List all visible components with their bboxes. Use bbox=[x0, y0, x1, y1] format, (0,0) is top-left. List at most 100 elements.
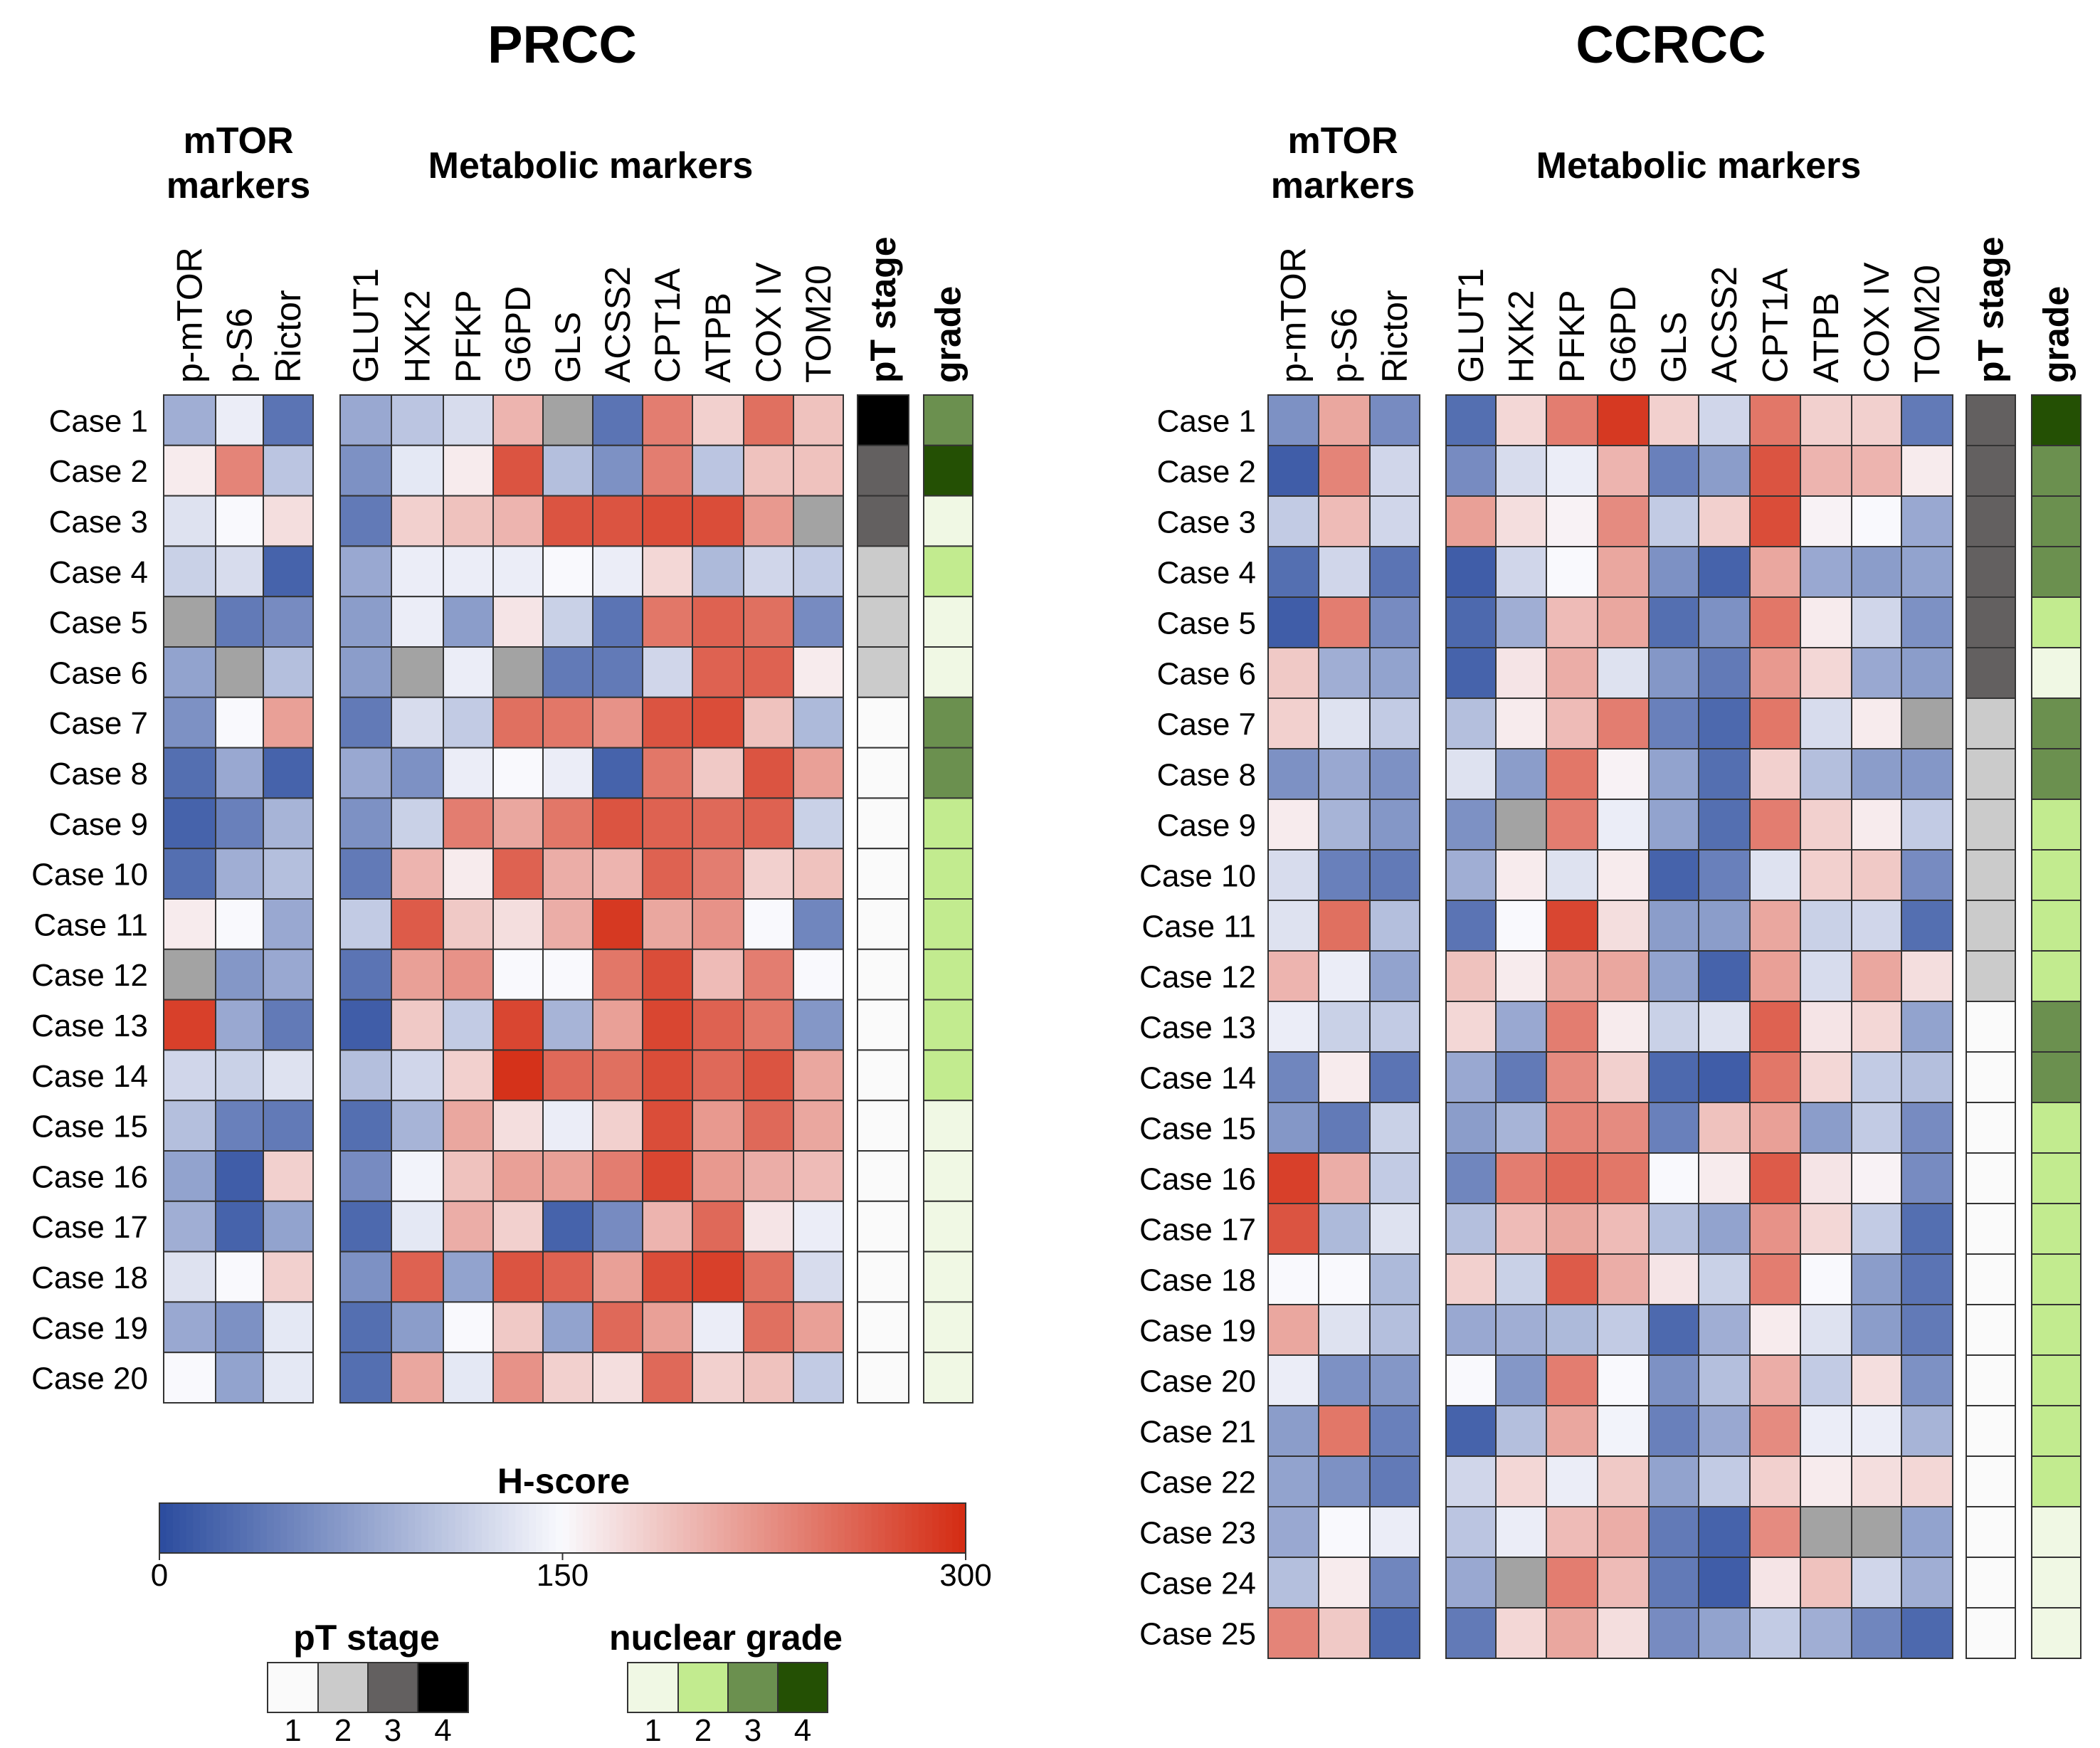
row-label: Case 20 bbox=[31, 1362, 148, 1396]
heatmap-cell bbox=[1495, 1253, 1547, 1305]
heatmap-cell bbox=[163, 747, 216, 799]
heatmap-cell bbox=[692, 696, 744, 749]
colorbar-segment bbox=[898, 1503, 906, 1553]
heatmap-cell bbox=[1495, 697, 1547, 749]
heatmap-cell bbox=[1851, 445, 1902, 497]
heatmap-cell bbox=[163, 1049, 216, 1102]
heatmap-cell bbox=[1851, 799, 1902, 851]
mtor-group-label-line1: mTOR bbox=[183, 120, 293, 162]
heatmap-cell bbox=[263, 797, 314, 850]
colorbar-segment bbox=[724, 1503, 732, 1553]
heatmap-cell bbox=[1901, 799, 1953, 851]
heatmap-cell bbox=[1495, 1152, 1547, 1204]
heatmap-cell bbox=[1495, 1051, 1547, 1103]
heatmap-cell bbox=[215, 1352, 264, 1404]
heatmap-cell bbox=[1495, 1607, 1547, 1659]
grade-cell bbox=[923, 696, 974, 749]
pt-stage-column-label: pT stage bbox=[1971, 236, 2011, 383]
row-label: Case 25 bbox=[1139, 1617, 1256, 1652]
pt-stage-cell bbox=[857, 898, 909, 950]
heatmap-cell bbox=[1445, 1405, 1497, 1457]
pt-stage-cell bbox=[1966, 1152, 2016, 1204]
heatmap-cell bbox=[1698, 1354, 1751, 1406]
heatmap-cell bbox=[1445, 1557, 1497, 1609]
heatmap-cell bbox=[215, 999, 264, 1051]
heatmap-cell bbox=[1597, 1203, 1650, 1255]
grade-cell bbox=[923, 1251, 974, 1303]
heatmap-cell bbox=[1597, 697, 1650, 749]
column-label: ATPB bbox=[1806, 293, 1846, 383]
heatmap-cell bbox=[692, 797, 744, 850]
pt-stage-legend-label: 4 bbox=[434, 1713, 451, 1748]
pt-stage-cell bbox=[1966, 394, 2016, 446]
heatmap-cell bbox=[1648, 1354, 1699, 1406]
pt-stage-cell bbox=[857, 1100, 909, 1152]
heatmap-cell bbox=[642, 898, 693, 950]
heatmap-cell bbox=[1597, 1455, 1650, 1507]
row-label: Case 17 bbox=[1139, 1213, 1256, 1248]
colorbar-segment bbox=[260, 1503, 268, 1553]
heatmap-cell bbox=[1495, 1354, 1547, 1406]
colorbar-segment bbox=[750, 1503, 759, 1553]
heatmap-cell bbox=[163, 1200, 216, 1253]
heatmap-cell bbox=[1800, 849, 1852, 901]
heatmap-cell bbox=[1648, 1001, 1699, 1053]
heatmap-cell bbox=[443, 1251, 494, 1303]
heatmap-cell bbox=[1267, 1607, 1319, 1659]
heatmap-cell bbox=[1445, 1506, 1497, 1558]
colorbar-segment bbox=[730, 1503, 738, 1553]
row-label: Case 16 bbox=[1139, 1162, 1256, 1197]
heatmap-cell bbox=[793, 797, 844, 850]
heatmap-cell bbox=[1901, 1304, 1953, 1356]
heatmap-cell bbox=[215, 948, 264, 1001]
heatmap-cell bbox=[1901, 950, 1953, 1002]
heatmap-cell bbox=[1267, 1253, 1319, 1305]
heatmap-cell bbox=[215, 1100, 264, 1152]
row-label: Case 3 bbox=[1157, 505, 1256, 540]
row-label: Case 7 bbox=[1157, 707, 1256, 742]
heatmap-cell bbox=[1369, 900, 1420, 952]
heatmap-cell bbox=[1445, 1304, 1497, 1356]
heatmap-cell bbox=[542, 747, 593, 799]
colorbar-segment bbox=[314, 1503, 322, 1553]
grade-cell bbox=[2031, 546, 2081, 598]
grade-cell bbox=[2031, 849, 2081, 901]
heatmap-cell bbox=[1851, 394, 1902, 446]
colorbar-segment bbox=[918, 1503, 927, 1553]
heatmap-cell bbox=[1369, 1506, 1420, 1558]
heatmap-cell bbox=[1698, 647, 1751, 699]
heatmap-cell bbox=[391, 1200, 444, 1253]
heatmap-cell bbox=[1267, 799, 1319, 851]
heatmap-cell bbox=[1495, 1304, 1547, 1356]
heatmap-cell bbox=[1445, 1455, 1497, 1507]
heatmap-cell bbox=[1800, 546, 1852, 598]
heatmap-cell bbox=[1546, 546, 1598, 598]
colorbar-segment bbox=[690, 1503, 698, 1553]
heatmap-cell bbox=[1901, 1152, 1953, 1204]
heatmap-cell bbox=[743, 545, 794, 598]
colorbar-segment bbox=[939, 1503, 946, 1553]
heatmap-cell bbox=[1800, 1506, 1852, 1558]
column-label: G6PD bbox=[498, 286, 538, 383]
grade-cell bbox=[2031, 394, 2081, 446]
heatmap-cell bbox=[263, 696, 314, 749]
heatmap-cell bbox=[1901, 900, 1953, 952]
grade-cell bbox=[2031, 799, 2081, 851]
heatmap-cell bbox=[1698, 1102, 1751, 1154]
colorbar-segment bbox=[871, 1503, 880, 1553]
heatmap-cell bbox=[163, 394, 216, 446]
heatmap-cell bbox=[1318, 1203, 1371, 1255]
heatmap-cell bbox=[642, 1100, 693, 1152]
heatmap-cell bbox=[1749, 394, 1801, 446]
heatmap-cell bbox=[163, 898, 216, 950]
pt-stage-cell bbox=[1966, 748, 2016, 800]
heatmap-cell bbox=[1546, 1001, 1598, 1053]
heatmap-cell bbox=[391, 495, 444, 547]
mtor-group-label-line1: mTOR bbox=[1287, 120, 1398, 162]
heatmap-cell bbox=[1648, 1304, 1699, 1356]
colorbar-segment bbox=[488, 1503, 496, 1553]
colorbar-segment bbox=[233, 1503, 241, 1553]
row-label: Case 14 bbox=[31, 1059, 148, 1094]
nuclear-grade-legend-label: 4 bbox=[794, 1713, 811, 1748]
heatmap-cell bbox=[263, 1100, 314, 1152]
